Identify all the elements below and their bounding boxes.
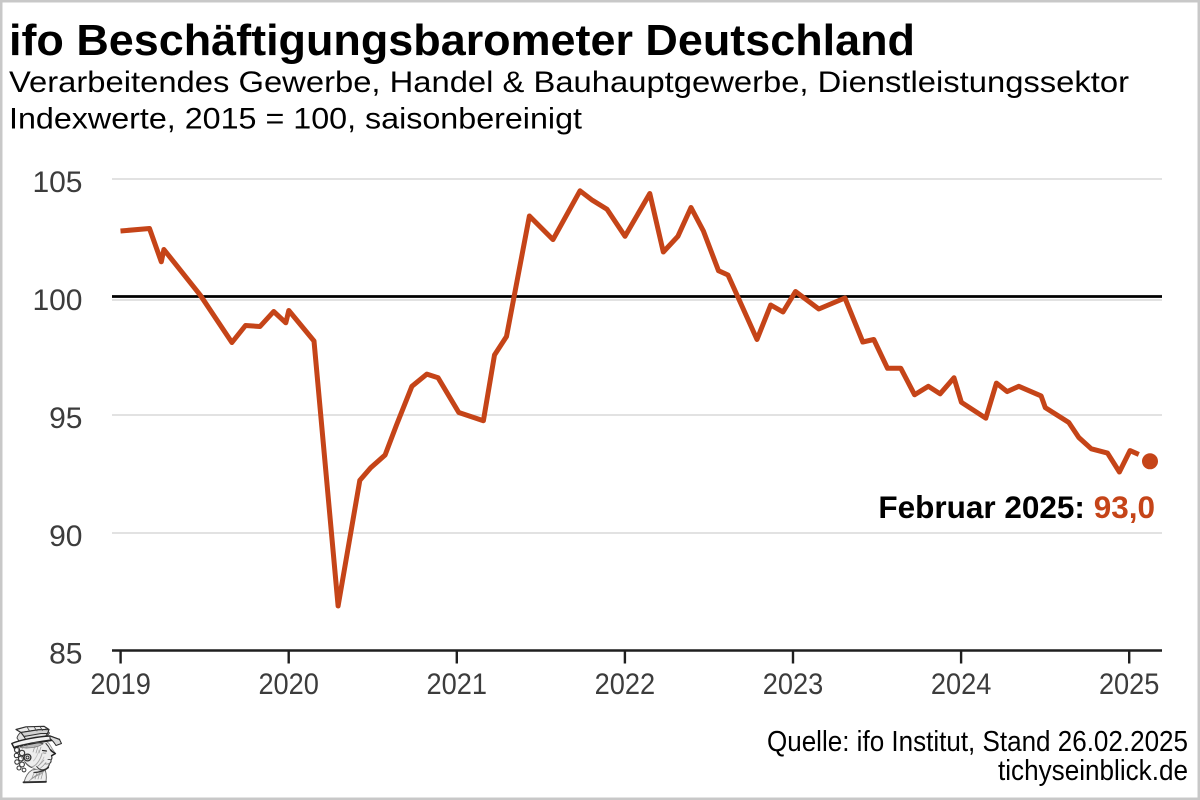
- svg-text:2024: 2024: [931, 668, 992, 701]
- svg-text:100: 100: [32, 284, 82, 317]
- svg-text:95: 95: [49, 402, 82, 435]
- svg-text:2025: 2025: [1099, 668, 1160, 701]
- svg-text:tichyseinblick.de: tichyseinblick.de: [998, 755, 1188, 787]
- svg-text:2023: 2023: [763, 668, 824, 701]
- svg-text:Februar 2025: 93,0: Februar 2025: 93,0: [878, 489, 1155, 525]
- svg-text:105: 105: [32, 166, 82, 199]
- svg-text:ifo Beschäftigungsbarometer De: ifo Beschäftigungsbarometer Deutschland: [9, 17, 915, 65]
- svg-text:Quelle: ifo Institut, Stand 26: Quelle: ifo Institut, Stand 26.02.2025: [767, 726, 1188, 758]
- svg-text:2019: 2019: [90, 668, 151, 701]
- svg-text:Indexwerte, 2015 = 100, saison: Indexwerte, 2015 = 100, saisonbereinigt: [9, 103, 583, 136]
- svg-text:85: 85: [49, 638, 82, 671]
- svg-text:90: 90: [49, 520, 82, 553]
- svg-text:Verarbeitendes Gewerbe, Handel: Verarbeitendes Gewerbe, Handel & Bauhaup…: [9, 66, 1129, 99]
- svg-text:2020: 2020: [258, 668, 319, 701]
- svg-text:2022: 2022: [595, 668, 656, 701]
- svg-text:2021: 2021: [427, 668, 488, 701]
